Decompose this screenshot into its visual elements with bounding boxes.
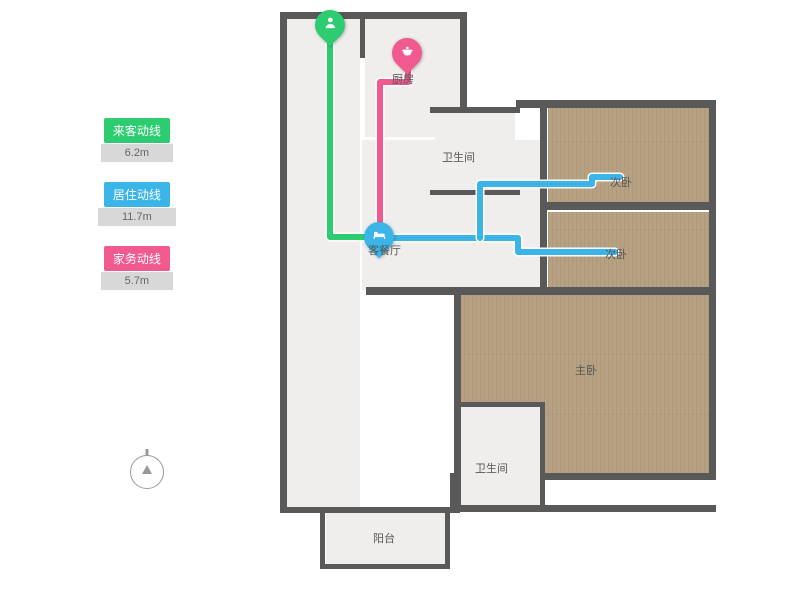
legend-label-living: 居住动线 — [104, 182, 170, 207]
legend: 来客动线 6.2m 居住动线 11.7m 家务动线 5.7m — [98, 118, 176, 290]
room-bed2b — [548, 212, 713, 290]
marker-entrance — [315, 10, 345, 48]
kitchen_pin-pin-icon — [386, 32, 428, 74]
wall-16 — [320, 512, 325, 567]
wall-12 — [458, 402, 544, 407]
wall-18 — [320, 564, 450, 569]
wall-1 — [280, 12, 287, 512]
wall-10 — [366, 287, 716, 295]
wall-8 — [430, 190, 520, 195]
legend-item-chores: 家务动线 5.7m — [98, 246, 176, 290]
wall-17 — [445, 512, 450, 567]
room-label-bed2a: 次卧 — [610, 174, 632, 190]
wall-6 — [540, 107, 547, 292]
room-label-bath1: 卫生间 — [442, 149, 475, 165]
room-label-master: 主卧 — [575, 362, 597, 378]
wall-21 — [708, 473, 716, 480]
room-label-kitchen: 厨房 — [392, 71, 414, 87]
legend-label-guest: 来客动线 — [104, 118, 170, 143]
person-icon — [323, 16, 337, 35]
wall-2 — [360, 16, 365, 58]
legend-value-chores: 5.7m — [101, 272, 173, 290]
room-bath2 — [460, 407, 542, 507]
wall-0 — [280, 12, 466, 19]
compass-arrow-icon — [142, 465, 152, 474]
entrance-pin-icon — [309, 4, 351, 46]
compass-icon — [130, 455, 164, 489]
wall-19 — [450, 473, 457, 510]
room-label-bed2b: 次卧 — [605, 246, 627, 262]
legend-item-living: 居住动线 11.7m — [98, 182, 176, 226]
wall-20 — [542, 473, 716, 480]
wall-14 — [458, 505, 716, 512]
legend-value-guest: 6.2m — [101, 144, 173, 162]
floorplan: 厨房卫生间次卧次卧客餐厅主卧卫生间阳台 — [280, 12, 720, 582]
legend-value-living: 11.7m — [98, 208, 176, 226]
pot-icon — [400, 44, 414, 63]
room-label-balcony: 阳台 — [373, 530, 395, 546]
wall-15 — [280, 507, 460, 513]
room-living_room — [285, 19, 360, 509]
wall-13 — [540, 402, 545, 507]
wall-9 — [545, 202, 715, 210]
room-label-bath2: 卫生间 — [475, 460, 508, 476]
legend-item-guest: 来客动线 6.2m — [98, 118, 176, 162]
legend-label-chores: 家务动线 — [104, 246, 170, 271]
room-label-living_room: 客餐厅 — [368, 242, 401, 258]
wall-3 — [460, 12, 467, 112]
wall-4 — [430, 107, 520, 113]
